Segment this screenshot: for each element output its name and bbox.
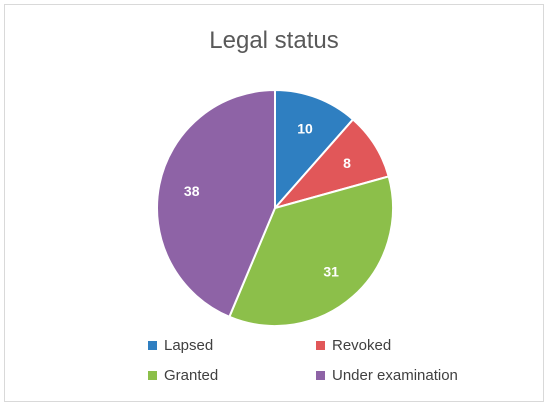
pie-slice-granted	[228, 175, 394, 327]
data-label-granted: 31	[323, 264, 339, 280]
data-label-lapsed: 10	[297, 121, 313, 137]
pie-chart: 10 8 31 38	[156, 88, 394, 327]
chart-title: Legal status	[209, 27, 339, 54]
data-label-under-examination: 38	[184, 183, 200, 199]
data-label-revoked: 8	[343, 155, 351, 171]
pie-slice-under-examination	[156, 88, 276, 319]
chart-frame: Legal status 10 8 31 38 Lapsed Revoked Gran…	[4, 4, 544, 402]
pie-slice-lapsed	[274, 88, 355, 211]
